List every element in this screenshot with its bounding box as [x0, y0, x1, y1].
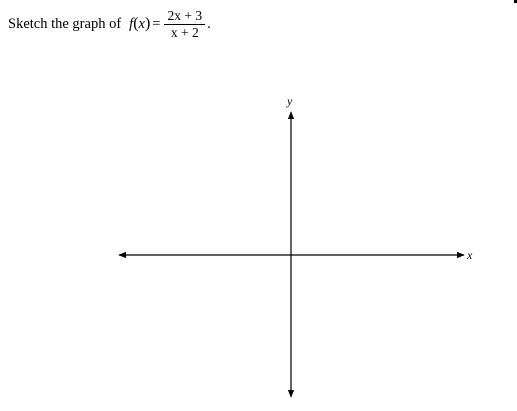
function-expression: f ( x ) = 2x + 3 x + 2 . [129, 8, 211, 41]
fraction: 2x + 3 x + 2 [164, 7, 206, 41]
open-paren: ( [133, 15, 139, 32]
fraction-denominator: x + 2 [170, 24, 199, 40]
function-variable: x [138, 15, 145, 32]
close-paren: ) [144, 15, 151, 32]
prompt-text: Sketch the graph of [8, 15, 122, 32]
y-axis-label: y [286, 94, 293, 108]
end-period: . [207, 15, 211, 32]
fraction-bar [164, 23, 206, 25]
corner-mark [514, 0, 517, 3]
x-axis-label: x [466, 248, 473, 262]
fraction-numerator: 2x + 3 [167, 7, 203, 23]
question-prompt: Sketch the graph of f ( x ) = 2x + 3 x +… [8, 4, 211, 44]
equals-sign: = [152, 15, 161, 32]
function-name: f [129, 15, 134, 32]
